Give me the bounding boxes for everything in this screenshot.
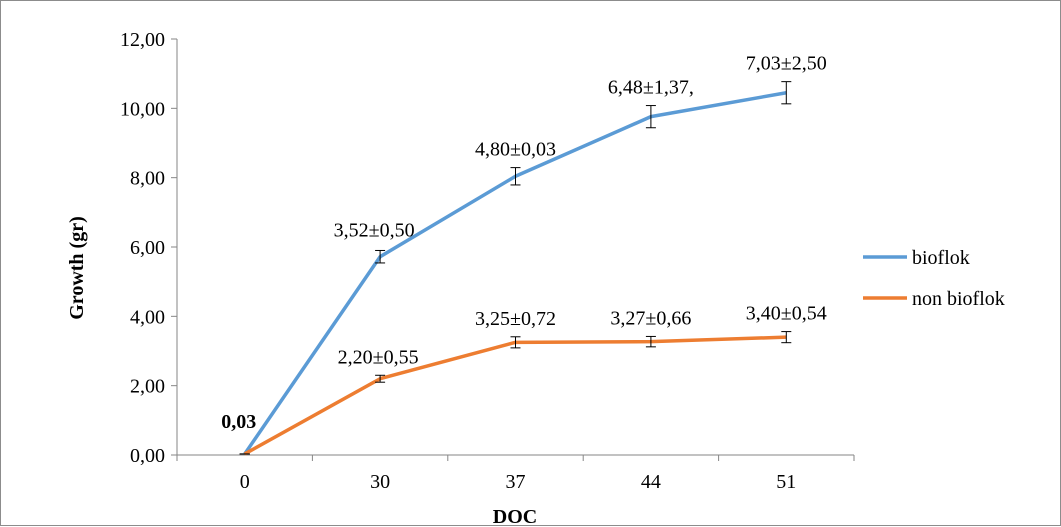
y-tick-label: 0,00 [130,445,165,467]
y-axis-ticks: 0,00 2,00 4,00 6,00 8,00 10,00 12,00 [120,29,177,467]
x-axis-ticks: 0 30 37 44 51 [176,455,855,493]
data-label: 3,52±0,50 [334,219,415,241]
y-tick-label: 4,00 [130,306,165,328]
series-layer [239,81,792,456]
error-bar [645,335,656,348]
data-label: 0,03 [221,411,256,433]
series-non-bioflok [239,331,792,456]
y-tick-label: 2,00 [130,376,165,398]
series-line [243,335,787,456]
data-label: 2,20±0,55 [338,346,419,368]
legend-label: bioflok [912,247,970,269]
error-bar [781,331,792,344]
error-bar [375,249,386,264]
data-labels-layer: 3,52±0,50 4,80±0,03 6,48±1,37, 7,03±2,50 0,0… [221,53,827,433]
y-tick-label: 8,00 [130,168,165,190]
x-axis-title: DOC [493,506,537,527]
data-label: 3,25±0,72 [475,308,556,330]
axes: 0,00 2,00 4,00 6,00 8,00 10,00 12,00 0 30 37 44 51 [120,29,855,493]
error-bar [781,81,792,105]
x-tick-label: 37 [506,471,526,493]
error-bar [645,105,656,129]
data-label: 3,40±0,54 [746,303,827,325]
x-tick-label: 51 [776,471,796,493]
data-label: 4,80±0,03 [475,139,556,161]
data-label: 6,48±1,37, [608,77,694,99]
x-tick-label: 30 [370,471,390,493]
x-tick-label: 44 [641,471,661,493]
error-bar [510,167,521,186]
y-tick-label: 12,00 [120,29,165,51]
x-tick-label: 0 [240,471,250,493]
y-tick-label: 6,00 [130,237,165,259]
y-axis-title: Growth (gr) [66,216,88,320]
series-bioflok [239,81,792,455]
legend-item: bioflok [863,247,970,269]
legend-label: non bioflok [912,288,1005,310]
legend-item: non bioflok [863,288,1005,310]
data-label: 3,27±0,66 [610,307,691,329]
y-tick-label: 10,00 [120,98,165,120]
error-bar [375,374,386,383]
data-label: 7,03±2,50 [746,53,827,75]
error-bar [510,336,521,349]
legend: bioflok non bioflok [863,247,1005,310]
